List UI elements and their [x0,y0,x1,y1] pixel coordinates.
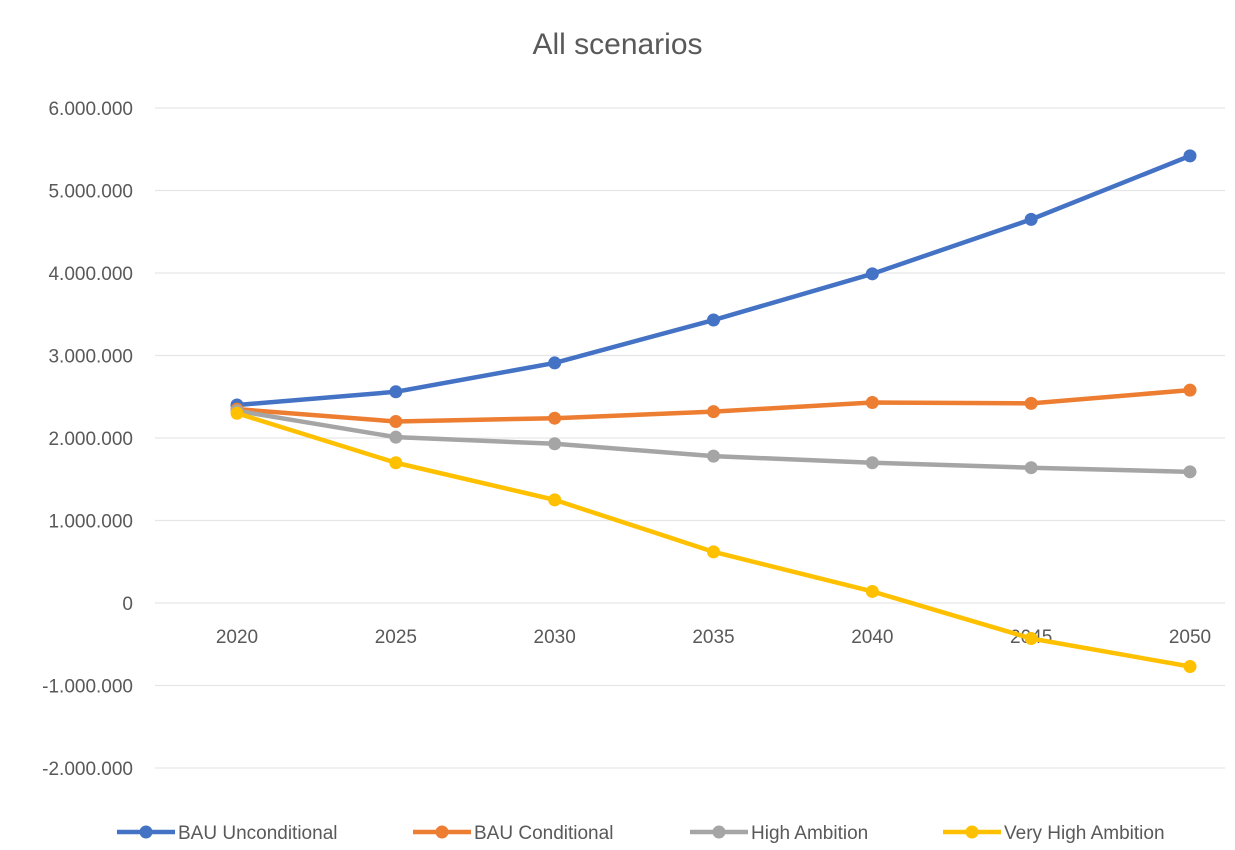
y-tick-label: 5.000.000 [48,182,133,203]
data-point [707,545,720,559]
data-point [548,411,562,425]
chart-title: All scenarios [532,28,703,61]
legend-marker [712,825,726,839]
x-axis-ticks: 2020202520302035204020452050 [216,627,1211,648]
y-tick-label: 6.000.000 [48,99,133,120]
legend-item: Very High Ambition [943,823,1165,844]
y-tick-label: 3.000.000 [48,347,133,368]
data-point [1183,660,1197,674]
series-line [234,153,1193,408]
x-tick-label: 2040 [851,627,893,648]
x-tick-label: 2030 [534,627,576,648]
data-point [1024,212,1038,226]
data-point [707,405,720,419]
legend-marker [435,825,449,839]
data-point [1024,631,1038,645]
legend-label: High Ambition [751,823,868,844]
data-point [707,449,720,463]
x-tick-label: 2025 [375,627,417,648]
x-tick-label: 2035 [692,627,734,648]
data-point [389,385,403,399]
legend-label: Very High Ambition [1004,823,1165,844]
y-tick-label: 1.000.000 [48,512,133,533]
series-bau-unconditional [230,149,1197,412]
gridlines [155,107,1225,769]
data-point [548,356,562,370]
data-point [389,430,403,444]
data-point [548,437,562,451]
data-point [1183,383,1197,397]
y-tick-label: 4.000.000 [48,264,133,285]
data-point [389,456,403,470]
legend-marker [139,825,153,839]
legend-marker [965,825,979,839]
legend-label: BAU Conditional [474,823,613,844]
legend: BAU Unconditional BAU Conditional High Amb… [117,823,1165,844]
y-axis-ticks: 6.000.000 5.000.000 4.000.000 3.000.000 2.00… [42,99,133,780]
x-tick-label: 2020 [216,627,258,648]
y-tick-label: -1.000.000 [42,677,133,698]
legend-item: High Ambition [690,823,868,844]
data-point [1183,465,1197,479]
data-point [1024,461,1038,475]
data-point [865,456,879,470]
legend-item: BAU Unconditional [117,823,337,844]
data-point [865,267,879,281]
y-tick-label: 2.000.000 [48,429,133,450]
data-point [230,406,244,420]
legend-item: BAU Conditional [413,823,613,844]
data-point [1024,396,1038,410]
series-bau-conditional [230,383,1197,428]
data-point [548,493,562,507]
y-tick-label: -2.000.000 [42,759,133,780]
data-point [707,313,720,327]
data-point [865,396,879,410]
series-very-high-ambition [230,406,1197,674]
data-point [1183,149,1197,163]
x-tick-label: 2050 [1169,627,1211,648]
data-point [865,584,879,598]
y-tick-label: 0 [122,594,133,615]
legend-label: BAU Unconditional [178,823,337,844]
data-point [389,415,403,428]
series-lines [230,149,1197,674]
